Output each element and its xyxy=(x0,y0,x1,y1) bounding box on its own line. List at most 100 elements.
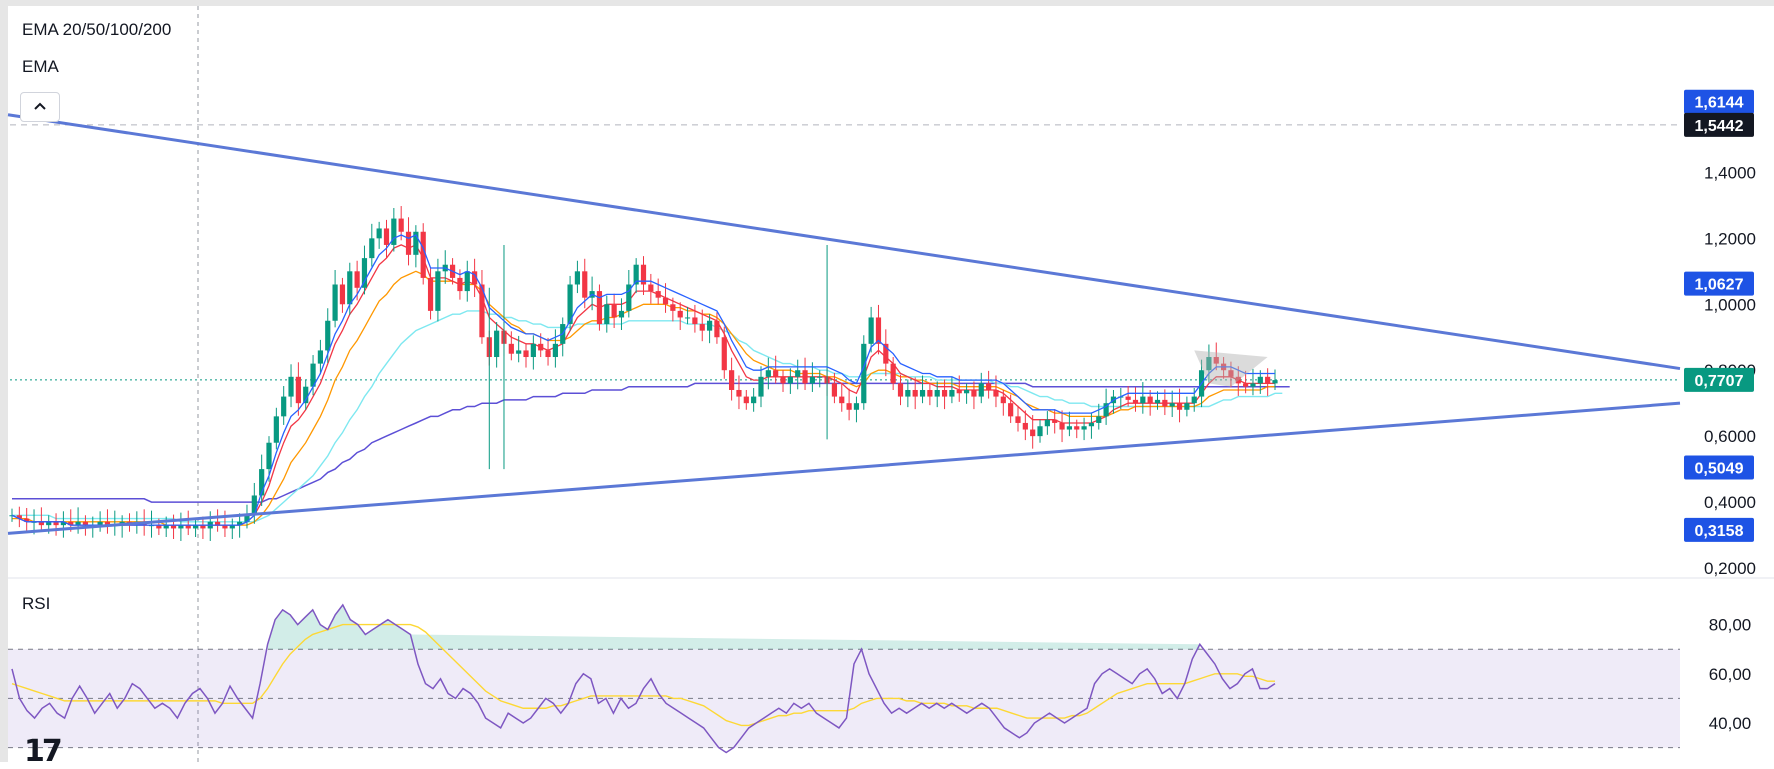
candle-body xyxy=(552,343,558,358)
candle-body xyxy=(846,403,852,410)
candle-body xyxy=(259,469,265,496)
candle-body xyxy=(582,271,588,298)
candle-body xyxy=(376,228,382,239)
pattern-wedge xyxy=(1194,350,1268,387)
candle-body xyxy=(1088,422,1095,427)
candle-body xyxy=(508,343,514,354)
candle-body xyxy=(339,284,346,305)
candle-body xyxy=(156,525,162,529)
candles xyxy=(9,206,1278,541)
candle-body xyxy=(317,350,324,364)
candle-body xyxy=(905,389,911,397)
candle-body xyxy=(46,521,52,526)
candle-body xyxy=(479,284,485,338)
candle-body xyxy=(596,291,603,325)
candle-body xyxy=(751,396,757,404)
price-label-box xyxy=(1684,89,1754,114)
candle-body xyxy=(714,320,720,338)
candle-body xyxy=(648,284,654,292)
candle-body xyxy=(934,389,940,397)
candle-body xyxy=(729,370,735,390)
candle-body xyxy=(1015,416,1021,423)
ema-200-line xyxy=(12,382,1290,503)
trendline-upper xyxy=(7,113,1681,371)
candle-body xyxy=(391,218,397,245)
candle-body xyxy=(721,337,727,371)
chevron-up-icon xyxy=(33,98,47,116)
candle-body xyxy=(758,376,764,397)
candle-body xyxy=(684,317,691,319)
candle-body xyxy=(692,317,698,325)
candle-body xyxy=(574,271,581,285)
candle-body xyxy=(222,525,228,529)
candle-body xyxy=(170,525,177,529)
candle-body xyxy=(1206,357,1212,371)
candle-body xyxy=(875,317,882,344)
candle-body xyxy=(435,271,441,311)
candle-body xyxy=(1022,422,1028,430)
price-axis-tick: 1,0000 xyxy=(1704,295,1756,314)
candle-body xyxy=(604,304,610,325)
candle-body xyxy=(743,396,749,404)
trendline-lower xyxy=(7,401,1681,535)
price-label-box xyxy=(1684,367,1754,392)
candle-body xyxy=(677,310,683,318)
candle-body xyxy=(472,271,478,285)
candle-body xyxy=(1096,416,1102,423)
candle-body xyxy=(1132,399,1139,404)
candle-body xyxy=(611,304,617,318)
collapse-button[interactable] xyxy=(20,92,60,122)
candle-body xyxy=(1176,403,1183,410)
tradingview-logo: 17 xyxy=(24,734,63,769)
indicator-legend[interactable]: EMA 20/50/100/200 xyxy=(22,20,172,39)
candle-body xyxy=(457,277,463,292)
candle-body xyxy=(640,264,647,285)
candle-body xyxy=(464,271,470,292)
rsi-legend[interactable]: RSI xyxy=(22,594,51,613)
ema-20-line xyxy=(11,234,1275,526)
candle-body xyxy=(1044,419,1050,427)
candle-body xyxy=(1037,426,1043,437)
candle-body xyxy=(273,416,279,443)
candle-body xyxy=(24,518,30,522)
price-label: 1,5442 xyxy=(1695,118,1744,135)
candle-body xyxy=(1162,399,1168,407)
candle-body xyxy=(1184,403,1190,410)
candle-body xyxy=(765,370,771,377)
candle-body xyxy=(295,376,301,404)
candle-body xyxy=(60,521,67,526)
candle-body xyxy=(1052,419,1058,423)
candle-body xyxy=(773,370,779,377)
candle-body xyxy=(1147,396,1153,404)
candle-body xyxy=(1250,383,1256,387)
candle-body xyxy=(163,525,169,529)
candle-body xyxy=(861,343,867,404)
price-label-box xyxy=(1684,271,1754,296)
candle-body xyxy=(1140,396,1146,404)
candle-body xyxy=(251,495,257,516)
candle-body xyxy=(229,525,235,529)
price-label: 1,0627 xyxy=(1695,277,1744,294)
candle-body xyxy=(795,370,801,377)
candle-body xyxy=(178,525,184,529)
price-label-box xyxy=(1684,112,1754,137)
candle-body xyxy=(706,320,713,331)
candle-body xyxy=(949,389,955,397)
candle-body xyxy=(809,376,815,384)
candle-body xyxy=(530,343,536,358)
candle-body xyxy=(787,376,793,384)
candle-body xyxy=(82,521,89,526)
candle-body xyxy=(633,264,639,285)
candle-body xyxy=(281,396,287,417)
candle-body xyxy=(383,228,390,245)
candle-body xyxy=(839,396,845,404)
candle-body xyxy=(853,403,860,410)
candle-body xyxy=(1272,380,1278,384)
candle-body xyxy=(266,442,272,470)
rsi-axis-tick: 80,00 xyxy=(1709,616,1752,635)
sub-legend[interactable]: EMA xyxy=(22,57,59,76)
rsi-line xyxy=(11,603,1276,754)
candle-body xyxy=(626,284,632,311)
candle-body xyxy=(310,363,316,387)
